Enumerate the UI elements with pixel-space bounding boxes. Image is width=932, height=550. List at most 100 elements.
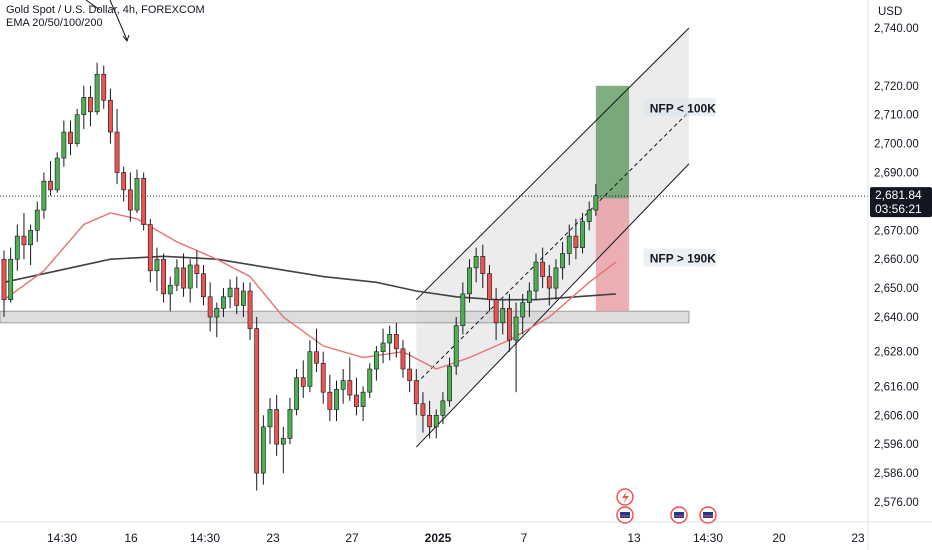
candle	[221, 288, 226, 318]
candle	[347, 357, 353, 401]
candle-body	[533, 261, 539, 292]
y-tick-label: 2,710.00	[874, 110, 919, 122]
us-flag-event-icon	[699, 506, 717, 524]
candle	[280, 426, 286, 474]
us-flag-event-icon-flag	[620, 512, 630, 518]
candle-body	[354, 394, 359, 407]
candle	[493, 288, 499, 341]
candle-body	[214, 308, 220, 318]
candle	[260, 415, 266, 485]
current-price-value: 2,681.84	[875, 188, 922, 202]
candle	[533, 253, 539, 300]
current-price-box	[870, 187, 932, 218]
candle-body	[287, 409, 293, 439]
candle	[387, 325, 393, 361]
x-tick-label: 16	[124, 531, 138, 545]
candle-body	[367, 368, 373, 393]
candle	[453, 317, 459, 375]
candle	[41, 172, 47, 219]
candle	[427, 400, 432, 439]
candle-body	[81, 97, 87, 116]
candle-body	[294, 377, 299, 410]
candle	[520, 293, 526, 335]
candle	[540, 247, 546, 289]
candle-body	[506, 308, 512, 341]
candle-body	[267, 409, 273, 428]
x-tick-label: 14:30	[190, 531, 220, 545]
candle	[314, 328, 319, 372]
indicator-legend: EMA 20/50/100/200	[6, 17, 103, 29]
candle-body	[247, 290, 253, 329]
candle-body	[373, 351, 379, 370]
candle	[194, 250, 200, 289]
candle-body	[61, 131, 67, 159]
candle-body	[513, 316, 519, 341]
drawing-arrow-line	[85, 0, 128, 41]
y-tick-label: 2,628.00	[874, 347, 919, 359]
candle-body	[493, 299, 499, 324]
candle-body	[314, 351, 319, 364]
candle-body	[241, 290, 246, 306]
x-tick-label: 7	[521, 531, 528, 545]
candle-body	[340, 380, 346, 390]
candle	[14, 224, 20, 271]
us-flag-event-icon-flag	[703, 512, 713, 518]
nfp-low-label: NFP < 100K	[643, 98, 716, 117]
candle-body	[141, 177, 147, 225]
candle-body	[420, 403, 426, 416]
candle	[487, 265, 492, 312]
candle	[1, 250, 7, 318]
candle-body	[94, 73, 100, 113]
candle-body	[201, 273, 206, 298]
lightning-icon-bolt	[622, 491, 629, 504]
candle	[234, 276, 240, 315]
candle	[141, 172, 147, 231]
channel-upper-line	[415, 27, 690, 301]
candle-body	[207, 296, 213, 318]
x-tick-label: 14:30	[47, 531, 77, 545]
candle	[81, 85, 87, 130]
nfp-high-label: NFP > 190K	[643, 248, 716, 267]
x-tick-label: 13	[627, 531, 641, 545]
y-tick-label: 2,640.00	[874, 312, 919, 324]
candle	[513, 302, 519, 393]
candle	[294, 369, 299, 416]
profit-zone	[595, 85, 630, 199]
candle	[54, 152, 60, 193]
candle	[241, 282, 246, 318]
candle-body	[334, 388, 339, 410]
candles-layer	[1, 62, 599, 491]
drawing-arrow-head	[122, 34, 130, 43]
candle-body	[147, 224, 153, 272]
candle-body	[427, 414, 432, 428]
nfp-low-label-bg	[643, 98, 716, 117]
candle-body	[167, 284, 173, 295]
candle	[227, 279, 233, 309]
x-tick-label: 14:30	[693, 531, 723, 545]
candle-body	[473, 256, 479, 269]
candle	[94, 62, 100, 115]
candle-body	[134, 177, 140, 211]
y-tick-label: 2,576.00	[874, 497, 919, 509]
candle	[526, 282, 532, 318]
candle-body	[453, 325, 459, 367]
annotations-layer: NFP < 100K NFP > 190K	[643, 98, 716, 267]
candle-body	[1, 258, 7, 300]
candle	[127, 172, 133, 222]
support-zone	[0, 310, 690, 324]
channel-middle-line	[415, 111, 690, 384]
candle	[300, 360, 306, 398]
candle-body	[467, 267, 472, 295]
candle	[480, 244, 486, 289]
candle-body	[14, 235, 20, 260]
candle-body	[174, 267, 180, 286]
candle	[334, 380, 339, 422]
candle-body	[68, 131, 73, 144]
candle	[28, 224, 33, 265]
candle-body	[593, 195, 599, 211]
candle	[214, 302, 220, 338]
candle	[320, 351, 326, 404]
candle	[573, 218, 579, 260]
